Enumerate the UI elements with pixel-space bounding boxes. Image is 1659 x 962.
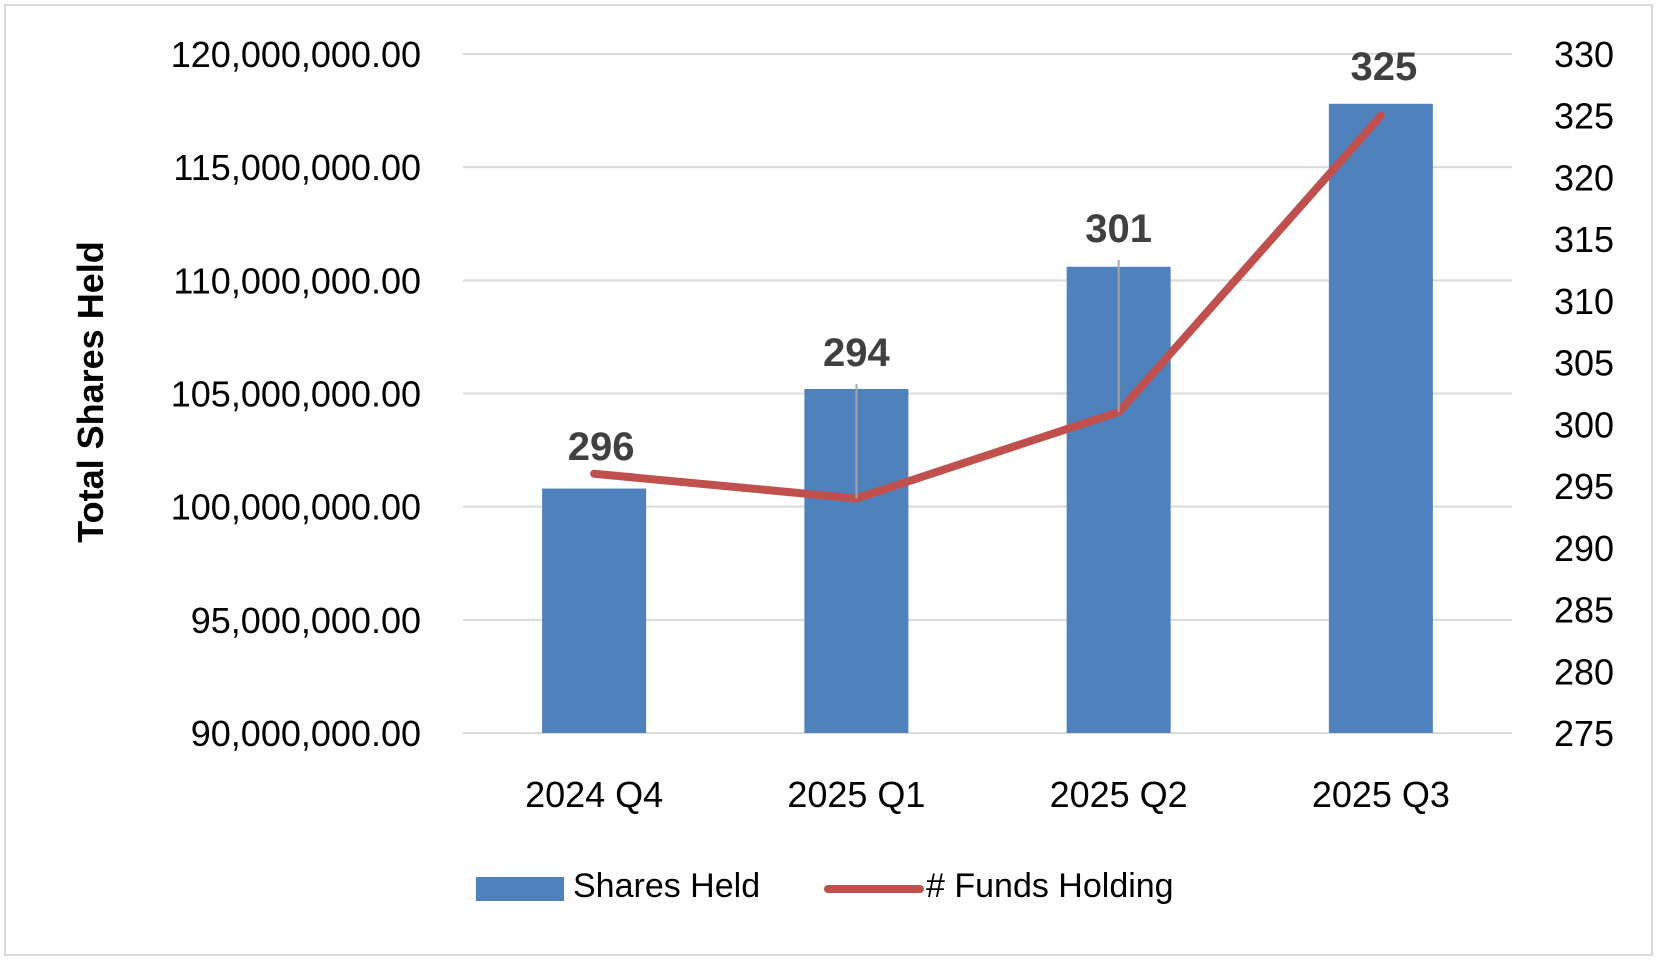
y2-tick-label: 300 (1554, 404, 1614, 445)
x-tick-label: 2025 Q1 (787, 774, 925, 815)
legend: Shares Held # Funds Holding (476, 867, 1174, 905)
y-tick-label: 100,000,000.00 (171, 487, 421, 528)
data-label-funds-holding: 301 (1085, 207, 1152, 251)
y2-tick-label: 310 (1554, 281, 1614, 322)
data-label-funds-holding: 325 (1351, 45, 1418, 89)
legend-label-shares-held: Shares Held (573, 867, 760, 905)
y-tick-label: 105,000,000.00 (171, 374, 421, 415)
y2-tick-label: 320 (1554, 157, 1614, 198)
y-tick-label: 95,000,000.00 (191, 600, 421, 641)
legend-label-funds-holding: # Funds Holding (926, 867, 1174, 905)
data-label-funds-holding: 294 (823, 331, 890, 375)
data-labels: 296 294 301 325 (568, 45, 1418, 499)
line-funds-holding (590, 111, 1385, 503)
y2-tick-label: 330 (1554, 34, 1614, 75)
series-line-funds-holding (590, 111, 1385, 503)
y2-tick-label: 280 (1554, 651, 1614, 692)
y-axis-left: 90,000,000.00 95,000,000.00 100,000,000.00… (171, 34, 421, 754)
y2-tick-label: 325 (1554, 96, 1614, 137)
y-tick-label: 120,000,000.00 (171, 34, 421, 75)
x-tick-label: 2025 Q3 (1312, 774, 1450, 815)
y-axis-right: 275 280 285 290 295 300 305 310 315 320 325 330 (1554, 34, 1614, 754)
y-tick-label: 90,000,000.00 (191, 713, 421, 754)
y-axis-title: Total Shares Held (70, 241, 111, 542)
legend-swatch-shares-held (476, 877, 564, 901)
y-tick-label: 110,000,000.00 (173, 260, 421, 301)
x-tick-label: 2024 Q4 (525, 774, 663, 815)
bar-shares-held (542, 488, 647, 733)
y-tick-label: 115,000,000.00 (173, 147, 421, 188)
y2-tick-label: 275 (1554, 713, 1614, 754)
bars-shares-held (542, 103, 1433, 733)
data-label-funds-holding: 296 (568, 425, 635, 469)
x-tick-label: 2025 Q2 (1050, 774, 1188, 815)
y2-tick-label: 305 (1554, 343, 1614, 384)
y2-tick-label: 290 (1554, 528, 1614, 569)
bar-shares-held (1328, 103, 1433, 733)
x-axis: 2024 Q4 2025 Q1 2025 Q2 2025 Q3 (525, 774, 1450, 815)
y2-tick-label: 315 (1554, 219, 1614, 260)
y2-tick-label: 285 (1554, 590, 1614, 631)
y2-tick-label: 295 (1554, 466, 1614, 507)
